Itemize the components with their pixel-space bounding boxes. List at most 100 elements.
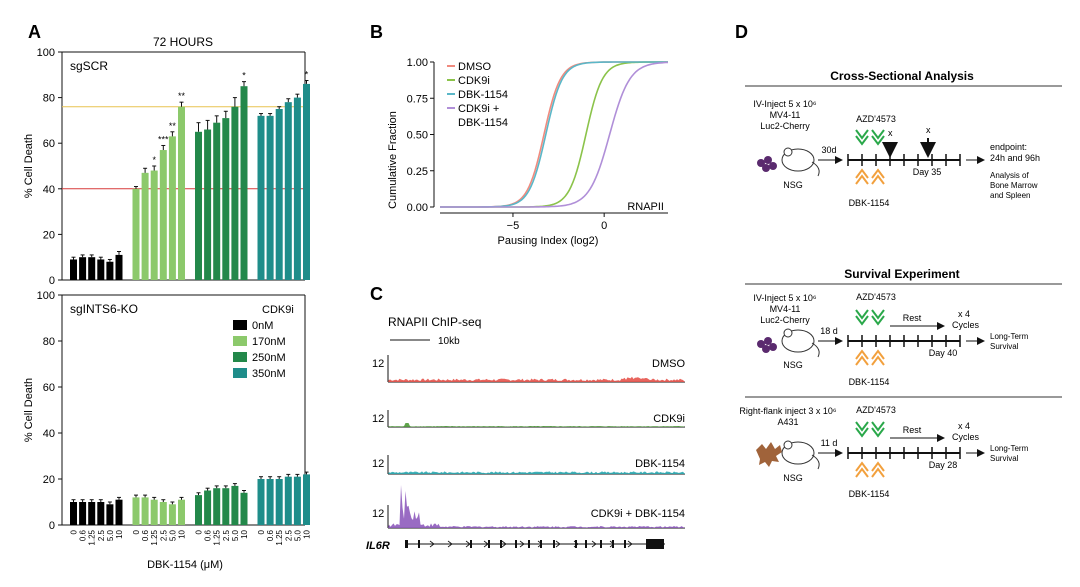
bar [257,115,265,280]
exon [515,540,517,548]
significance-label: * [305,70,309,80]
dose-tick-label: 0.6 [79,529,88,541]
a-top-label: sgSCR [70,59,108,73]
bar [240,86,248,280]
bar [132,497,140,525]
d-cross-mark-2: x [926,125,931,135]
y-tick-label: 60 [43,138,55,150]
d-cross-inject-1: IV-Inject 5 x 10⁶ [753,99,817,109]
c-track-ymax: 12 [372,358,384,370]
d-exp1-mouse-icon [781,328,820,358]
bar [240,492,248,525]
bar [284,476,292,525]
legend-swatch [233,336,247,346]
exon [612,540,614,548]
bar [79,257,87,280]
dose-tick-label: 0 [132,529,141,534]
exon [575,540,577,548]
b-legend-label: DBK-1154 [458,117,508,129]
bar [132,188,140,280]
bar [213,122,221,281]
y-tick-label: 40 [43,428,55,440]
y-tick-label: 0 [49,520,55,532]
b-legend-label: DMSO [458,61,491,73]
significance-label: ** [178,91,186,101]
dose-tick-label: 2.5 [284,529,293,541]
d-cross-cells [757,156,777,172]
exon [553,540,555,548]
panel-d-letter: D [735,22,748,42]
c-scale-label: 10kb [438,336,460,347]
strand-arrow [519,540,525,548]
d-exp2-days: 11 d [821,438,838,448]
c-tracks: 12 DMSO 12 CDK9i 12 DBK-1154 12 CDK9i + DBK-115… [372,355,685,529]
d-exp2-ticks [847,447,961,459]
b-xlabel: Pausing Index (log2) [498,235,599,247]
d-exp1-outcome-1: Long-Term [990,332,1029,341]
b-legend-label: CDK9i [458,75,490,87]
legend-swatch [233,320,247,330]
d-cross-analysis-2: Bone Marrow [990,181,1038,190]
d-exp2-tumor-icon [756,442,782,467]
b-y-tick-label: 0.00 [407,202,428,214]
d-exp1-cycles-1: x 4 [958,309,970,319]
bar [213,488,221,525]
bar [168,136,176,280]
c-track-ymax: 12 [372,458,384,470]
dose-tick-label: 0.6 [204,529,213,541]
dose-tick-label: 5.0 [231,529,240,541]
bar [204,129,212,280]
bar [178,499,185,525]
c-track-ymax: 12 [372,413,384,425]
d-exp1-inject-2: MV4-11 [770,304,801,314]
bar [195,495,202,525]
d-cross-analysis-1: Analysis of [990,171,1029,180]
exon [540,540,542,548]
a-xlabel: DBK-1154 (μM) [147,559,223,571]
bar [106,261,114,280]
legend-label: 0nM [252,320,273,332]
a-legend-title: CDK9i [262,304,294,316]
a-bottom-label: sgINTS6-KO [70,302,138,316]
bar [195,131,202,280]
d-exp1-green-arrows [855,309,885,326]
bar [97,502,105,525]
dose-tick-label: 1.25 [213,529,222,545]
exon [500,540,502,548]
c-signal-track [388,471,685,474]
panel-c-letter: C [370,284,383,304]
dose-tick-label: 0 [70,529,79,534]
bar [266,115,274,280]
bar [204,490,212,525]
d-cross-day: Day 35 [913,167,942,177]
bar [303,83,310,280]
bar [284,102,292,280]
strand-arrow [501,540,507,548]
b-y-tick-label: 0.25 [407,166,428,178]
dose-tick-label: 0 [257,529,266,534]
c-gene-model [405,539,665,549]
b-corner-label: RNAPII [627,201,664,213]
y-tick-label: 80 [43,93,55,105]
d-cross-inject-2: MV4-11 [770,110,801,120]
significance-label: * [242,71,246,81]
dose-tick-label: 1.25 [150,529,159,545]
d-cross-mouse-icon [781,147,820,177]
dose-tick-label: 10 [115,529,124,538]
panel-b-letter: B [370,22,383,42]
exon [405,540,408,548]
strand-arrow [465,540,471,548]
c-track-label: DMSO [652,358,685,370]
exon [646,539,664,549]
d-exp2-day: Day 28 [929,460,958,470]
bar [150,499,158,525]
d-cross-days: 30d [821,145,836,155]
significance-label: * [152,155,156,165]
d-cross-green-arrows [855,129,885,146]
b-y-tick-label: 0.75 [407,93,428,105]
bar [97,259,105,280]
b-x-tick-label: −5 [507,220,520,232]
bar [257,479,265,525]
dose-tick-label: 10 [240,529,249,538]
